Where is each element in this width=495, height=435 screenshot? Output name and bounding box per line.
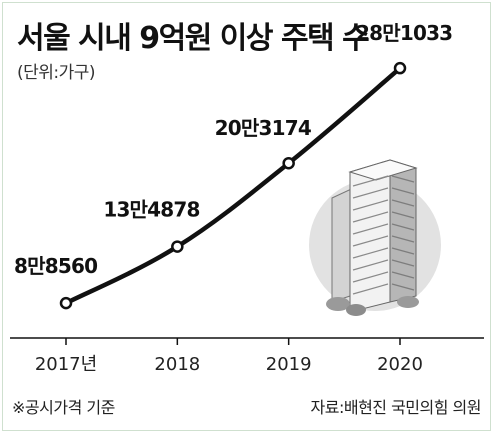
- data-points: [59, 61, 407, 310]
- data-label: 28만1033: [356, 21, 452, 45]
- data-labels: 8만8560 13만4878 20만3174 28만1033: [14, 21, 453, 278]
- unit-note: (단위:가구): [17, 63, 96, 83]
- data-label: 13만4878: [103, 198, 199, 222]
- apartment-building-illustration: [309, 159, 441, 316]
- data-point: [59, 296, 73, 310]
- series-line: [63, 65, 403, 306]
- footnote: ※공시가격 기준: [12, 398, 115, 417]
- data-point: [171, 240, 184, 253]
- data-label: 8만8560: [14, 254, 97, 278]
- x-axis-ticks: [65, 338, 401, 345]
- x-tick-label: 2019: [266, 354, 312, 375]
- data-point: [282, 156, 295, 170]
- x-axis-tick-labels: 2017년 2018 2019 2020: [35, 354, 423, 375]
- source-note: 자료:배현진 국민의힘 의원: [310, 398, 482, 417]
- chart-title: 서울 시내 9억원 이상 주택 수: [17, 21, 370, 56]
- x-tick-label: 2017년: [35, 354, 97, 375]
- data-label: 20만3174: [215, 116, 311, 140]
- data-point: [393, 61, 407, 75]
- x-tick-label: 2018: [154, 354, 200, 375]
- x-tick-label: 2020: [377, 354, 423, 375]
